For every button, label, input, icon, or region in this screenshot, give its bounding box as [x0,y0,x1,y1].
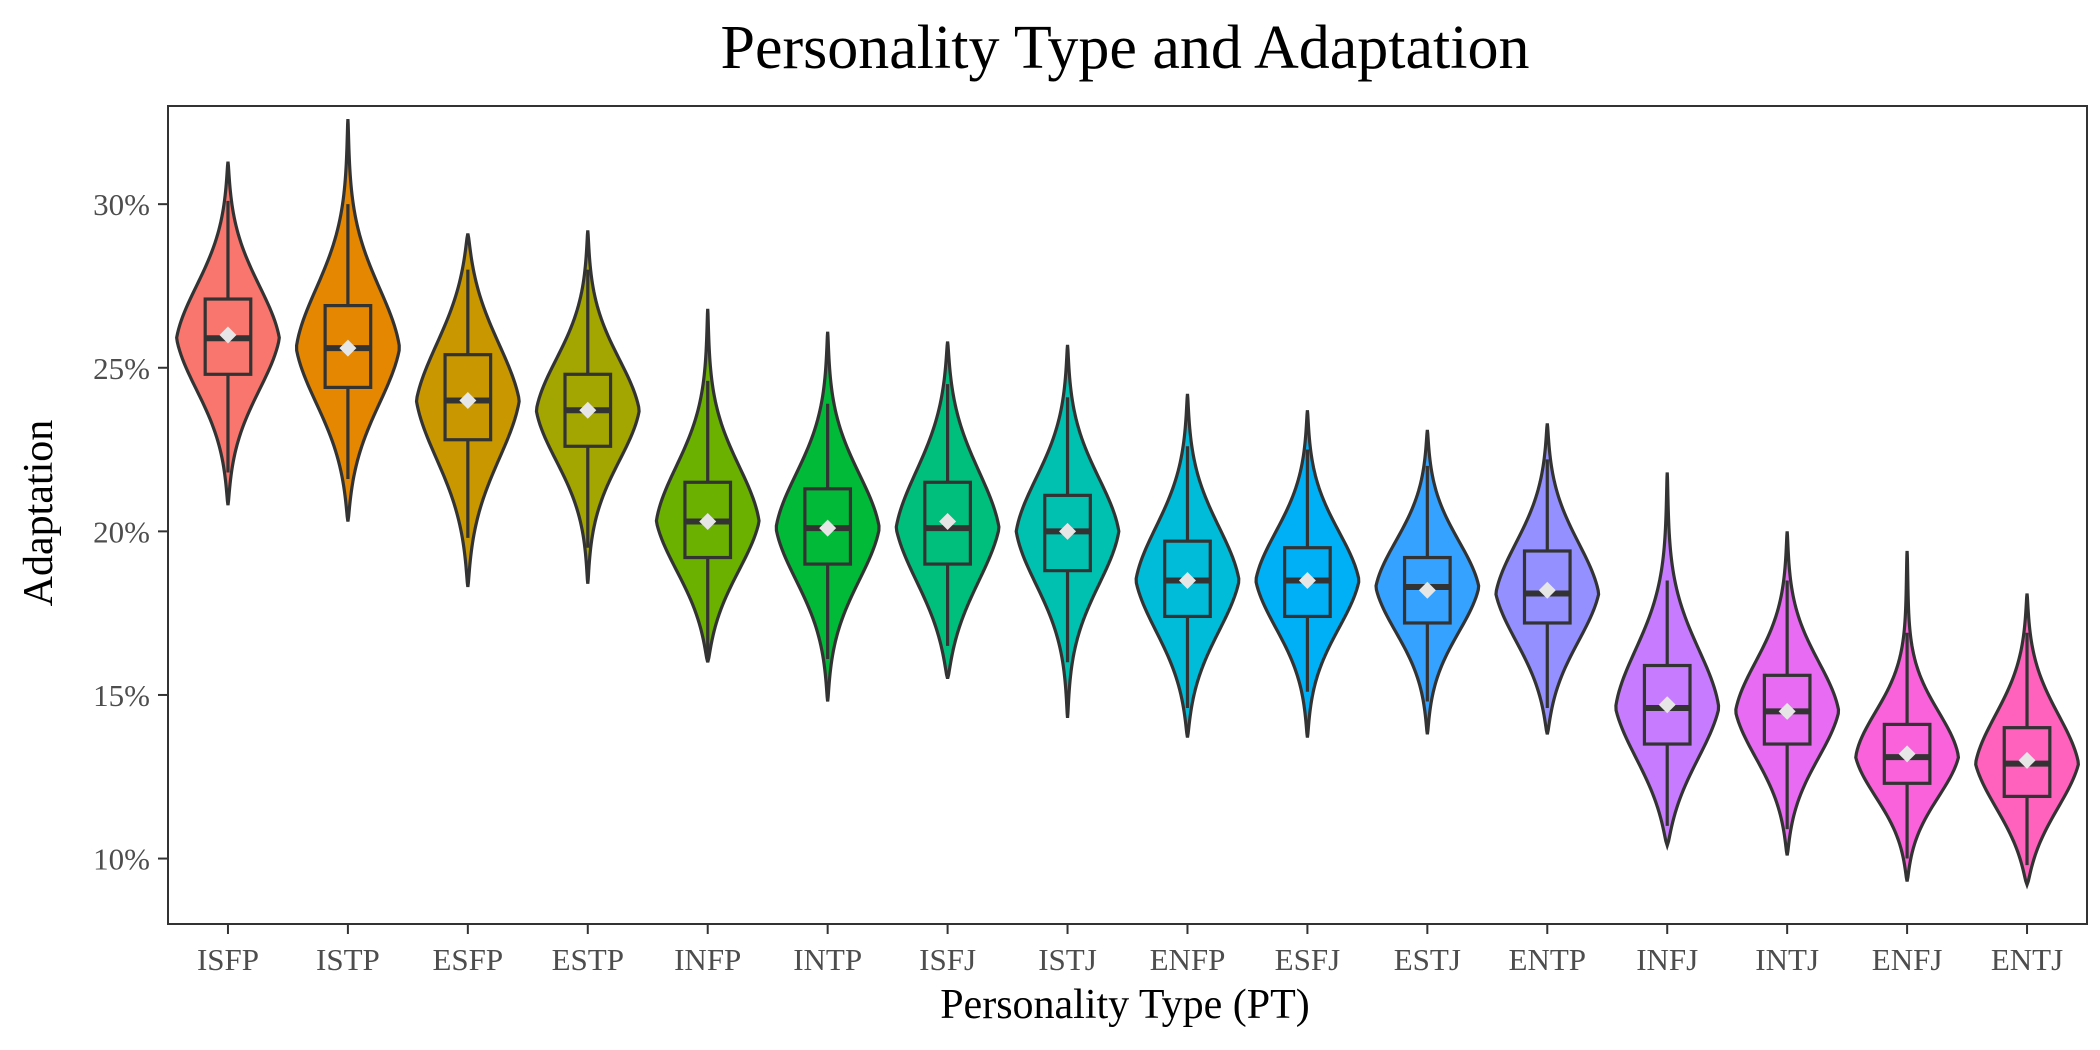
mean-marker [939,513,957,531]
violin-group-entp [1494,423,1601,735]
box-iqr [1882,722,1932,785]
box-iqr [443,353,493,442]
x-tick-label: ESFP [433,942,504,977]
x-tick-label: ISFP [197,942,259,977]
mean-marker [1898,745,1916,763]
violin-group-enfp [1134,393,1241,738]
x-tick-label: INFJ [1636,942,1698,977]
x-tick-label: ISFJ [919,942,976,977]
x-tick-label: ENTP [1509,942,1587,977]
box-iqr [1522,549,1572,625]
violin-group-intp [774,331,881,702]
violin-shape [1974,593,2080,890]
x-tick-label: ESTP [552,942,624,977]
box-iqr [1402,555,1452,625]
y-tick-label: 15% [93,678,150,713]
mean-marker [1178,571,1196,589]
x-tick-label: INTJ [1755,942,1819,977]
plot-area: 10% 15% 20% 25% 30% ISFP ISTP ESFP ESTP INFP INTP I… [93,105,2088,977]
mean-marker [339,339,357,357]
mean-marker [1538,581,1556,599]
x-tick-label: ENFJ [1872,942,1943,977]
x-tick-label: ISTP [316,942,380,977]
violin-group-esfj [1254,410,1361,738]
violin-group-enfj [1854,550,1961,882]
panel-background [168,106,2087,924]
violin-group-isfj [894,341,1001,679]
violin-group-istj [1014,344,1121,718]
x-tick-label: ESFJ [1275,942,1340,977]
violin-shape [1134,393,1241,738]
violin-shape [894,341,1001,679]
box-iqr [923,480,972,566]
mean-marker [819,519,837,537]
mean-marker [699,513,717,531]
violin-shape [1734,531,1841,856]
mean-marker [2018,751,2036,769]
x-tick-label: INTP [793,942,862,977]
mean-marker [1658,696,1676,714]
violin-shape [774,331,881,702]
violin-group-intj [1734,531,1841,856]
mean-marker [1418,581,1436,599]
y-tick-label: 30% [93,187,150,222]
violin-group-estp [534,230,641,584]
x-tick-label: ENTJ [1991,942,2063,977]
chart-title: Personality Type and Adaptation [721,14,1530,82]
x-tick-label: ENFP [1150,942,1226,977]
x-tick-label: ESTJ [1394,942,1461,977]
mean-marker [1059,522,1077,540]
mean-marker [1778,702,1796,720]
mean-marker [579,401,597,419]
violin-group-isfp [175,161,281,506]
violin-group-esfp [414,233,521,588]
x-tick-label: ISTJ [1038,942,1097,977]
mean-marker [1298,571,1316,589]
box-iqr [1642,663,1692,746]
violin-group-infj [1614,472,1721,851]
y-tick-label: 25% [93,351,150,386]
violin-group-infp [654,308,761,663]
x-axis-label: Personality Type (PT) [940,982,1310,1028]
x-tick-label: INFP [674,942,741,977]
violin-shape [294,119,401,522]
y-tick-label: 20% [93,514,150,549]
violin-group-estj [1374,429,1481,735]
violin-shape [654,308,761,663]
panel-border [167,105,2088,925]
violin-shape [414,233,521,588]
violin-group-entj [1974,593,2080,890]
mean-marker [219,326,237,344]
y-tick-label: 10% [93,842,150,877]
violin-group-istp [294,119,401,522]
y-axis-label: Adaptation [16,420,62,607]
violin-shape [1494,423,1601,735]
mean-marker [459,391,477,409]
